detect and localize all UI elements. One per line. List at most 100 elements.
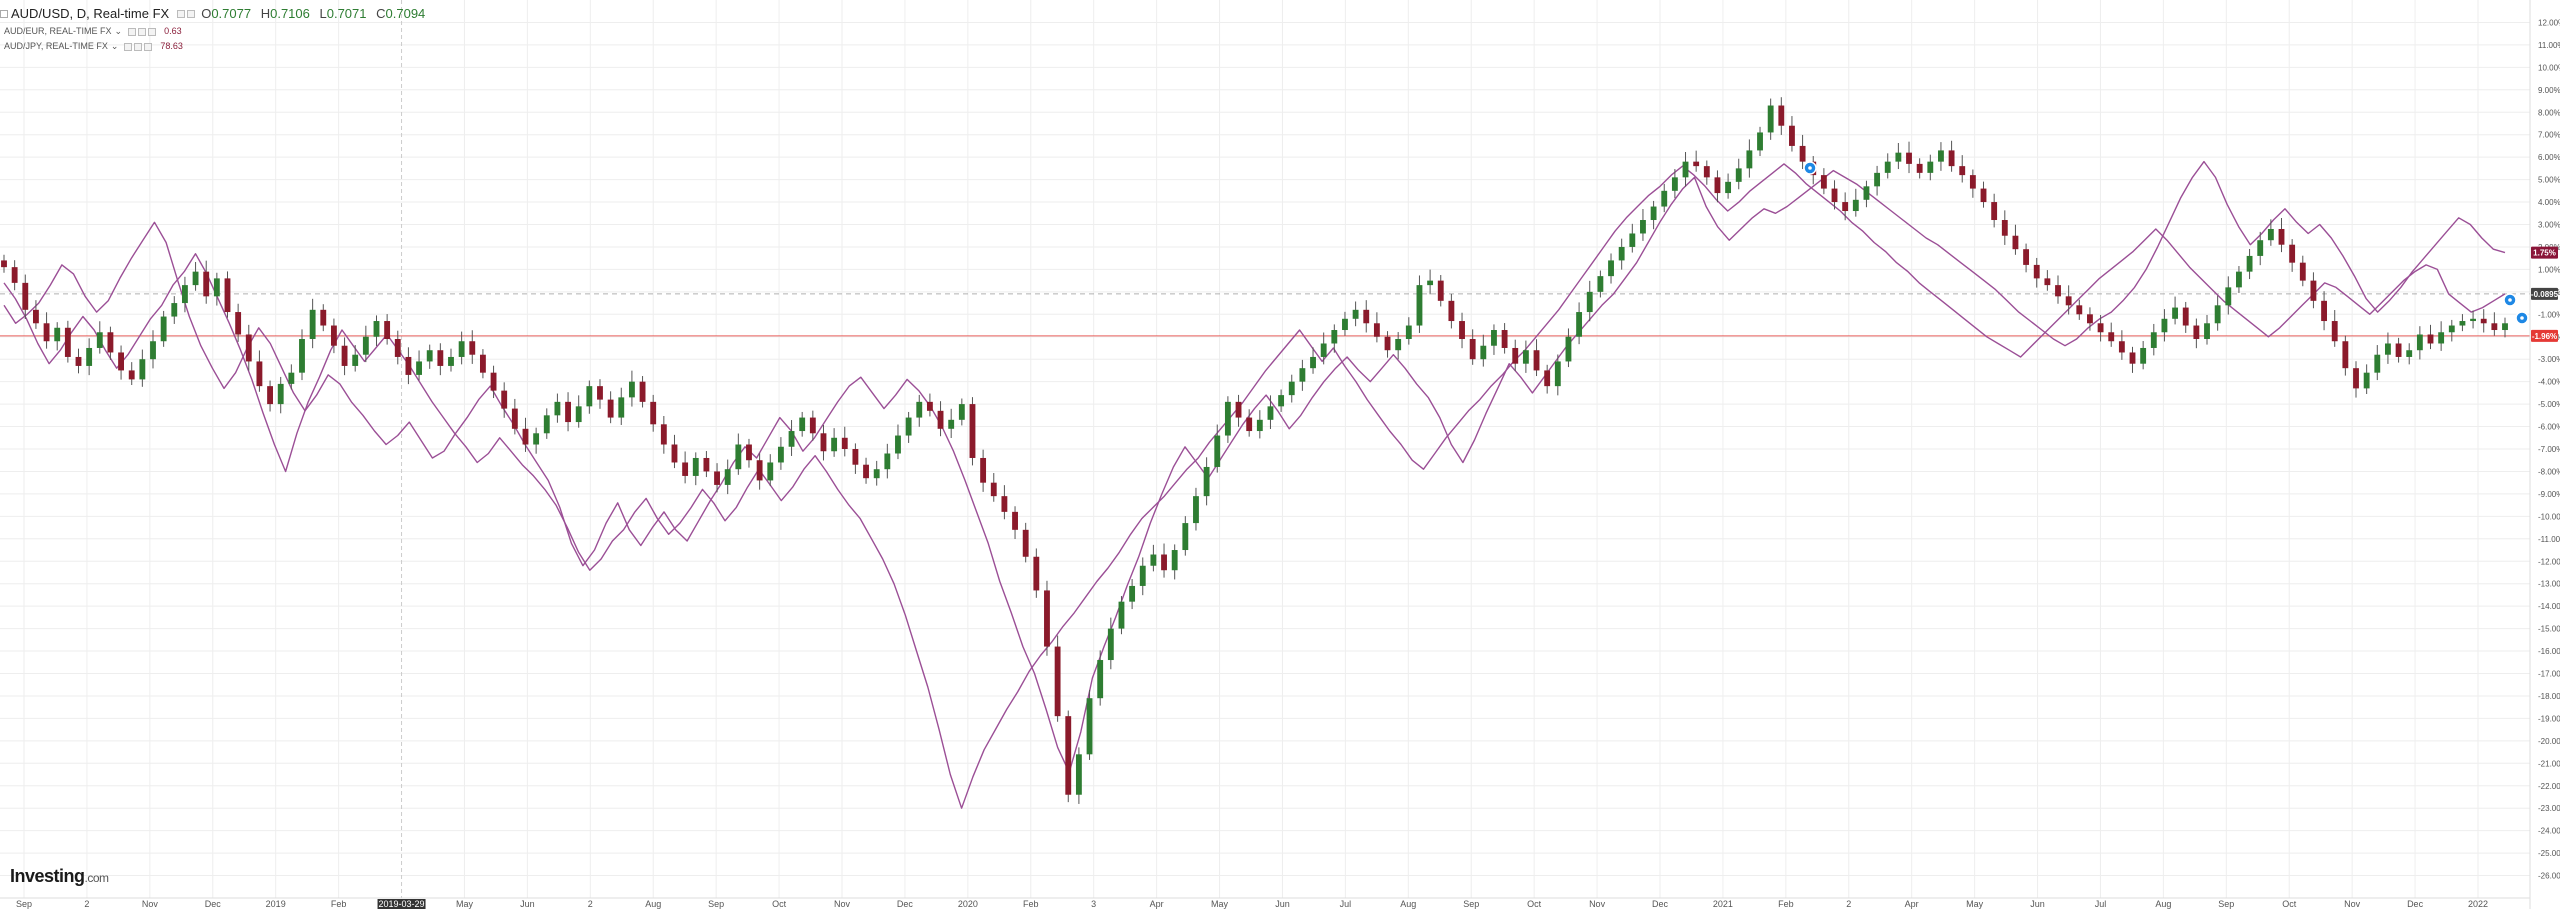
price-tag-bg: [2531, 287, 2558, 300]
candle: [1852, 188, 1859, 217]
candle-body: [2416, 334, 2423, 351]
candle: [1459, 312, 1465, 349]
legend-comparison-aud-jpy[interactable]: AUD/JPY, REAL-TIME FX ⌄ 78.63: [0, 39, 431, 54]
candle: [2480, 309, 2487, 333]
candle: [2118, 330, 2125, 360]
candle: [267, 380, 273, 412]
series-line-aud-jpy: [3, 163, 2506, 809]
candle-body: [1576, 312, 1583, 337]
candle-body: [1597, 276, 1604, 292]
candle: [1842, 192, 1849, 221]
candle: [1522, 340, 1529, 373]
candle-body: [1012, 511, 1018, 530]
x-axis[interactable]: Sep 2 Nov Dec 2019 Feb 2019-03-29 May Jun 2 Aug Sep…: [0, 897, 2530, 909]
candle: [11, 260, 18, 291]
candle-body: [2374, 354, 2381, 373]
hide-icon[interactable]: [187, 10, 196, 18]
candle-body: [937, 410, 944, 429]
candle-body: [2182, 307, 2189, 326]
event-markers[interactable]: [1803, 161, 2529, 325]
dropdown-icon[interactable]: ⌄: [110, 41, 119, 51]
y-tick-label: -4.00%: [2538, 378, 2560, 387]
x-tick-label: Dec: [897, 899, 914, 909]
candle-body: [1906, 152, 1912, 164]
candle-body: [1416, 285, 1423, 326]
candle-body: [1246, 417, 1253, 432]
series-line-aud-eur: [3, 160, 2506, 773]
candle: [1448, 293, 1455, 329]
candle: [1501, 323, 1508, 354]
settings-icon[interactable]: [124, 42, 133, 51]
candle-body: [2278, 228, 2285, 245]
candle: [1022, 522, 1029, 563]
dropdown-icon[interactable]: ⌄: [114, 26, 123, 36]
event-marker-icon[interactable]: [2515, 311, 2529, 325]
candle: [1735, 158, 1742, 190]
candle: [1075, 747, 1082, 804]
candle-body: [873, 469, 880, 479]
event-marker-icon[interactable]: [2503, 293, 2517, 307]
candle: [1246, 409, 1253, 437]
candle: [160, 310, 167, 347]
candle-body: [1661, 190, 1668, 207]
candle-body: [2140, 347, 2147, 364]
candle-body: [2459, 321, 2466, 326]
hide-icon[interactable]: [134, 42, 143, 51]
settings-icon[interactable]: [128, 27, 137, 36]
ohlc-values: O0.7077 H0.7106 L0.7071 C0.7094: [201, 6, 426, 21]
candle: [1352, 301, 1359, 327]
candle: [2459, 314, 2466, 332]
candle: [2182, 301, 2189, 333]
event-marker-icon[interactable]: [1803, 161, 1817, 175]
candle: [1331, 324, 1338, 353]
candle: [448, 348, 454, 372]
y-tick-label: -7.00%: [2538, 445, 2560, 454]
y-tick-label: -16.00%: [2538, 647, 2560, 656]
candle-body: [1948, 150, 1955, 167]
y-tick-label: 10.00%: [2538, 63, 2560, 72]
candle: [1469, 329, 1476, 365]
candle-body: [2001, 220, 2008, 236]
price-tag: 1.75%: [2531, 246, 2558, 259]
close-icon[interactable]: [144, 42, 153, 51]
y-tick-label: 8.00%: [2538, 108, 2560, 117]
candle: [2129, 346, 2136, 373]
x-tick-label: Aug: [1400, 899, 1416, 909]
x-tick-label: May: [456, 899, 474, 909]
y-tick-label: 4.00%: [2538, 198, 2560, 207]
candle-body: [1778, 105, 1785, 126]
candle-body: [597, 386, 603, 400]
candle: [2065, 285, 2072, 315]
x-tick-label: 2: [1846, 899, 1851, 909]
x-tick-label: Dec: [1652, 899, 1669, 909]
candle-body: [2480, 318, 2487, 324]
settings-icon[interactable]: [177, 10, 186, 18]
candle: [1938, 142, 1944, 171]
candle: [1767, 98, 1774, 140]
candle: [128, 362, 135, 386]
candle-body: [75, 356, 82, 366]
candle-body: [277, 383, 284, 405]
candle-body: [1001, 496, 1008, 512]
legend-comparison-aud-eur[interactable]: AUD/EUR, REAL-TIME FX ⌄ 0.63: [0, 24, 431, 39]
close-icon[interactable]: [148, 27, 157, 36]
candle-body: [884, 453, 891, 470]
candle: [1714, 170, 1721, 203]
candle-body: [1544, 370, 1551, 387]
candle: [895, 424, 901, 460]
candle-body: [1224, 401, 1231, 436]
candle: [2310, 272, 2317, 309]
candle-body: [2161, 318, 2168, 333]
candle-body: [1969, 175, 1976, 189]
hide-icon[interactable]: [138, 27, 147, 36]
x-tick-label: Oct: [772, 899, 787, 909]
candle: [490, 365, 497, 399]
candle-body: [2012, 235, 2019, 250]
y-tick-label: -20.00%: [2538, 737, 2560, 746]
candle: [150, 330, 156, 369]
collapse-icon[interactable]: [0, 10, 8, 18]
candle: [1959, 155, 1966, 183]
candle: [799, 411, 806, 437]
legend-main-series[interactable]: AUD/USD, D, Real-time FX O0.7077 H0.7106…: [0, 4, 431, 24]
